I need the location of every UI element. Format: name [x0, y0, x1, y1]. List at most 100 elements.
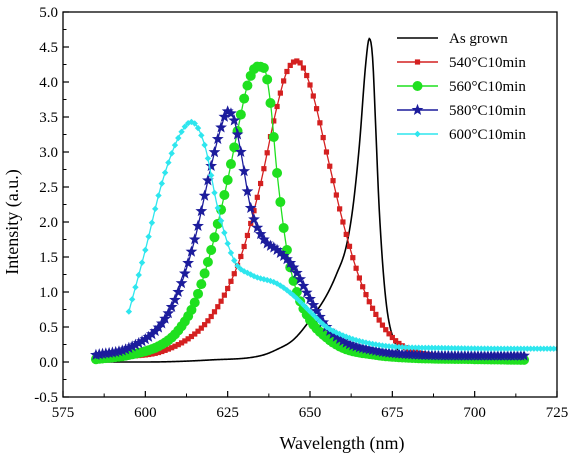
- data-point: [277, 90, 283, 96]
- legend-item-2: 560°C10min: [397, 79, 526, 95]
- data-point: [271, 243, 283, 256]
- data-point: [196, 279, 207, 290]
- data-point: [169, 345, 175, 351]
- data-point: [294, 58, 300, 64]
- data-point: [175, 276, 188, 289]
- data-point: [313, 314, 320, 322]
- data-point: [132, 283, 139, 291]
- data-point: [281, 253, 293, 265]
- data-point: [221, 105, 234, 117]
- data-point: [221, 292, 227, 298]
- data-point: [138, 259, 146, 266]
- data-point: [277, 249, 290, 262]
- data-point: [129, 338, 142, 350]
- data-point: [202, 322, 208, 328]
- data-point: [175, 134, 182, 142]
- legend-label: 600°C10min: [449, 127, 526, 143]
- data-point: [313, 106, 320, 112]
- data-point: [524, 345, 531, 352]
- data-point: [258, 180, 264, 187]
- legend-label: 560°C10min: [449, 79, 526, 95]
- data-point: [119, 343, 132, 355]
- data-point: [125, 308, 133, 315]
- data-point: [149, 324, 162, 337]
- data-point: [284, 256, 297, 269]
- data-point: [239, 93, 250, 104]
- legend-marker: [414, 130, 421, 138]
- data-point: [185, 245, 198, 257]
- legend-item-1: 540°C10min: [397, 55, 526, 71]
- data-point: [553, 345, 557, 352]
- data-point: [244, 269, 251, 277]
- data-point: [178, 267, 191, 279]
- data-point: [162, 347, 168, 353]
- data-point: [320, 134, 326, 141]
- data-point: [206, 245, 217, 255]
- data-point: [202, 174, 214, 186]
- data-point: [122, 341, 135, 354]
- data-point: [534, 345, 541, 352]
- y-tick-label: -0.5: [34, 390, 58, 406]
- data-point: [158, 180, 165, 187]
- data-point: [198, 189, 211, 201]
- x-tick-label: 700: [463, 405, 486, 421]
- data-point: [471, 345, 478, 352]
- data-point: [386, 331, 392, 337]
- data-point: [389, 334, 395, 341]
- data-point: [550, 345, 557, 352]
- data-point: [113, 345, 125, 357]
- data-point: [491, 345, 498, 352]
- data-point: [514, 345, 521, 352]
- data-point: [262, 74, 273, 85]
- data-point: [497, 345, 505, 352]
- data-point: [188, 333, 195, 340]
- data-point: [484, 345, 492, 352]
- data-point: [169, 293, 181, 305]
- data-point: [281, 78, 287, 84]
- data-point: [162, 307, 175, 319]
- data-point: [204, 155, 212, 162]
- data-point: [340, 219, 346, 225]
- data-point: [481, 345, 488, 352]
- data-point: [330, 178, 336, 184]
- data-point: [168, 150, 175, 157]
- data-point: [231, 271, 237, 277]
- data-point: [148, 219, 156, 226]
- data-point: [159, 312, 171, 324]
- data-point: [290, 266, 303, 278]
- data-point: [178, 340, 185, 346]
- data-point: [307, 298, 320, 311]
- data-point: [155, 192, 162, 199]
- data-point: [231, 128, 244, 140]
- data-point: [211, 309, 218, 315]
- data-point: [228, 278, 234, 284]
- data-point: [474, 345, 482, 352]
- data-point: [182, 338, 188, 344]
- data-point: [300, 301, 307, 309]
- data-point: [165, 300, 178, 313]
- data-point: [346, 243, 353, 249]
- data-point: [218, 110, 231, 122]
- legend-marker: [412, 81, 423, 91]
- data-point: [201, 141, 208, 149]
- data-point: [189, 297, 200, 308]
- data-point: [435, 344, 442, 352]
- series-4: [125, 118, 557, 352]
- data-point: [195, 328, 201, 334]
- legend-item-3: 580°C10min: [397, 103, 526, 119]
- data-point: [218, 298, 224, 304]
- data-point: [478, 345, 485, 352]
- data-point: [356, 275, 362, 281]
- data-point: [225, 159, 236, 170]
- legend-label: 540°C10min: [449, 55, 526, 71]
- data-point: [229, 142, 240, 153]
- data-point: [265, 98, 276, 108]
- data-point: [188, 118, 195, 126]
- data-point: [310, 304, 323, 317]
- axes-layer: 575 600 625 650 675 700 725 -0.5 0.0 0.5 1.0 1.5 2.0…: [34, 5, 568, 421]
- data-point: [258, 233, 270, 245]
- data-point: [468, 345, 475, 352]
- data-point: [290, 59, 297, 65]
- data-point: [310, 311, 317, 319]
